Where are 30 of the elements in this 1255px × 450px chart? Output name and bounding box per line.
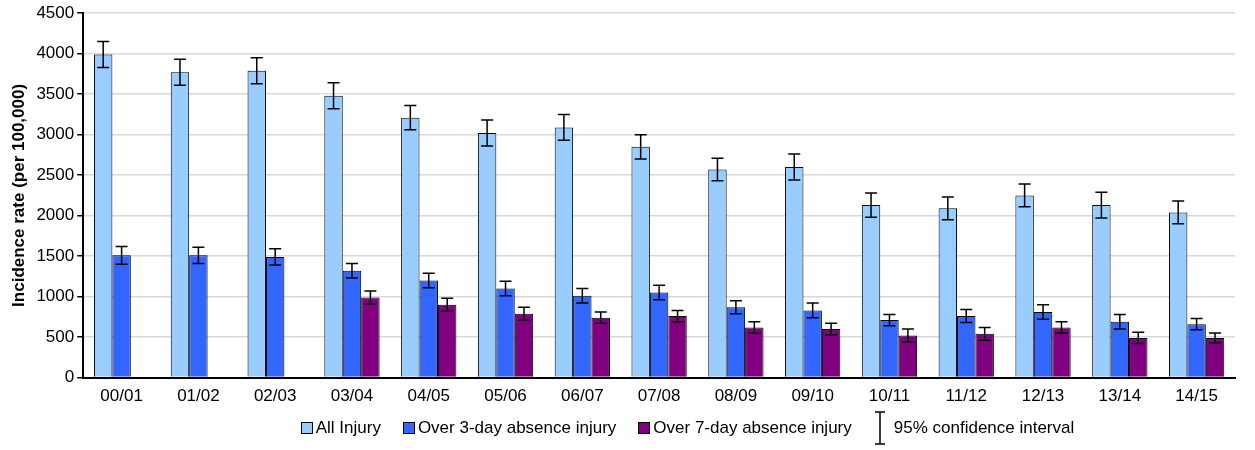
x-tick-label: 06/07 bbox=[561, 386, 604, 406]
y-tick-label: 4500 bbox=[36, 2, 75, 22]
y-tick-label: 2500 bbox=[36, 164, 75, 184]
x-tick-label: 12/13 bbox=[1021, 386, 1065, 406]
x-tick-label: 00/01 bbox=[100, 386, 143, 406]
legend-label: Over 3-day absence injury bbox=[417, 418, 617, 438]
x-tick-label: 08/09 bbox=[714, 386, 758, 406]
legend-label: All Injury bbox=[315, 418, 381, 438]
y-tick-label: 1500 bbox=[36, 245, 75, 265]
y-tick-label: 3000 bbox=[36, 124, 75, 144]
text: 95% confidence interval bbox=[893, 418, 1075, 438]
x-tick-label: 14/15 bbox=[1175, 386, 1218, 406]
y-tick-label: 0 bbox=[64, 367, 75, 387]
y-tick-label: 4000 bbox=[36, 43, 75, 63]
y-tick-label: 2000 bbox=[36, 205, 75, 225]
x-tick-label: 09/10 bbox=[791, 386, 834, 406]
x-tick-label: 07/08 bbox=[637, 386, 681, 406]
y-tick-label: 3500 bbox=[36, 83, 75, 103]
x-tick-label: 10/11 bbox=[868, 386, 911, 406]
x-tick-label: 13/14 bbox=[1098, 386, 1142, 406]
x-tick-label: 01/02 bbox=[177, 386, 220, 406]
legend-label: Over 7-day absence injury bbox=[653, 418, 852, 438]
x-tick-label: 02/03 bbox=[253, 386, 297, 406]
y-tick-label: 500 bbox=[45, 326, 75, 346]
x-tick-label: 04/05 bbox=[407, 386, 451, 406]
x-tick-label: 05/06 bbox=[484, 386, 527, 406]
y-axis-title: Incidence rate (per 100,000) bbox=[8, 83, 28, 307]
x-tick-label: 03/04 bbox=[330, 386, 374, 406]
x-tick-label: 11/12 bbox=[945, 386, 987, 406]
y-tick-label: 1000 bbox=[36, 286, 75, 306]
